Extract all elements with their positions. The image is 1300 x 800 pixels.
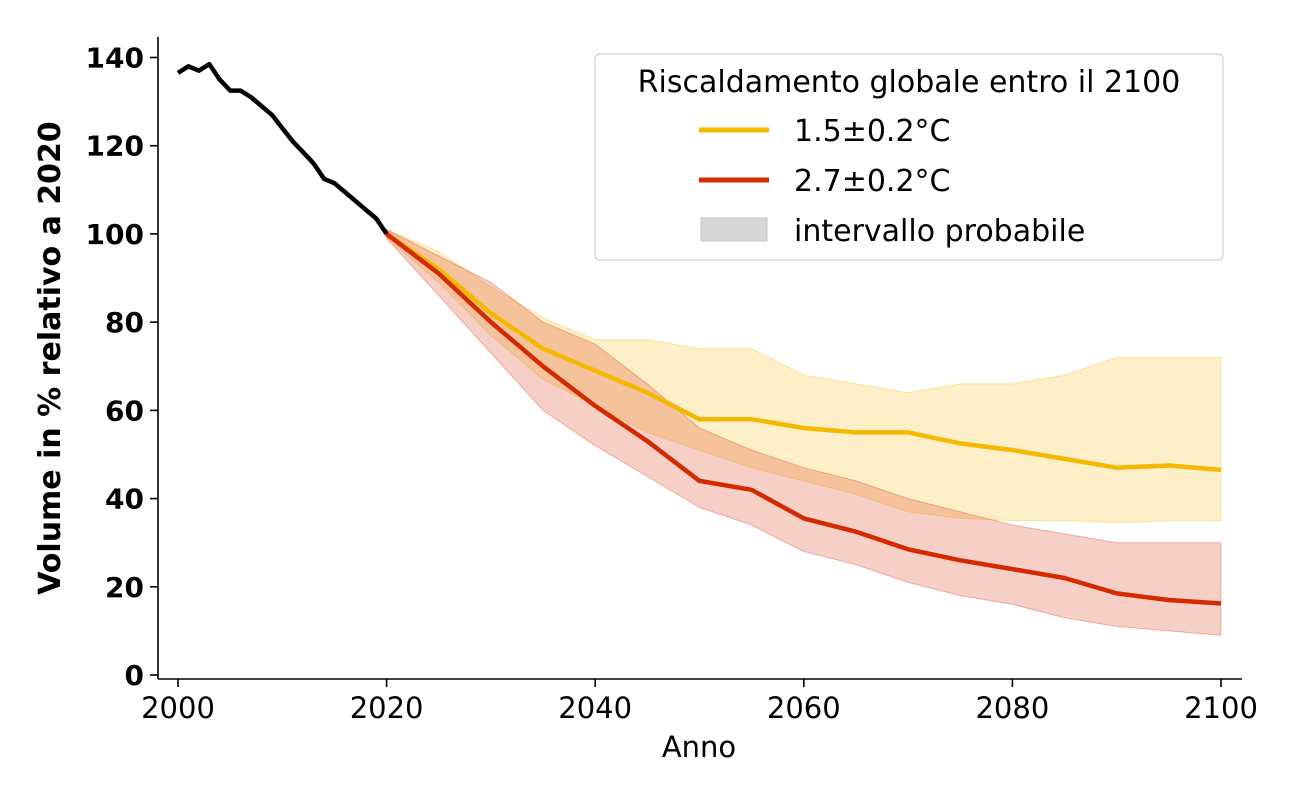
- y-ticks: 0 20 40 60 80 100 120 140: [86, 42, 158, 692]
- x-ticks: 2000 2020 2040 2060 2080 2100: [141, 679, 1258, 725]
- historical-line: [176, 61, 389, 236]
- axes: [157, 37, 1242, 680]
- y-axis-title: Volume in % relativo a 2020: [33, 121, 68, 595]
- x-tick-label: 2040: [558, 691, 632, 725]
- legend: Riscaldamento globale entro il 2100 1.5±…: [594, 53, 1224, 261]
- y-tick-label: 100: [86, 218, 144, 251]
- x-axis-title: Anno: [662, 730, 736, 764]
- x-tick-label: 2000: [141, 691, 215, 725]
- legend-frame: [594, 53, 1224, 261]
- series-line-1-5: [385, 232, 1222, 473]
- x-tick-label: 2100: [1184, 691, 1258, 725]
- y-tick-label: 80: [105, 306, 144, 339]
- legend-label-range: intervallo probabile: [794, 214, 1085, 249]
- y-tick-label: 140: [86, 42, 144, 75]
- y-tick-label: 20: [105, 571, 144, 604]
- y-tick-label: 120: [86, 130, 144, 163]
- legend-title: Riscaldamento globale entro il 2100: [638, 65, 1181, 100]
- series-lines: [176, 61, 1222, 606]
- x-tick-label: 2020: [350, 691, 424, 725]
- x-tick-label: 2060: [767, 691, 841, 725]
- y-tick-label: 0: [125, 659, 144, 692]
- legend-label-2-7: 2.7±0.2°C: [794, 164, 951, 199]
- legend-swatch-range: [700, 217, 768, 242]
- x-tick-label: 2080: [975, 691, 1049, 725]
- band-2-7: [386, 228, 1222, 636]
- y-tick-label: 40: [105, 483, 144, 516]
- series-line-2-7: [385, 232, 1222, 606]
- legend-label-1-5: 1.5±0.2°C: [794, 114, 951, 149]
- y-tick-label: 60: [105, 394, 144, 427]
- confidence-bands: [386, 228, 1222, 636]
